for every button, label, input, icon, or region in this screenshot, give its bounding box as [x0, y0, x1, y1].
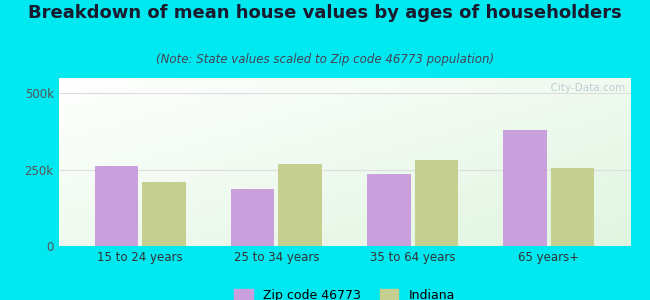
- Bar: [142, 182, 186, 246]
- Bar: [95, 166, 138, 246]
- Text: City-Data.com: City-Data.com: [543, 83, 625, 93]
- Bar: [551, 168, 594, 246]
- Bar: [503, 130, 547, 246]
- Legend: Zip code 46773, Indiana: Zip code 46773, Indiana: [234, 289, 455, 300]
- Bar: [415, 160, 458, 246]
- Text: Breakdown of mean house values by ages of householders: Breakdown of mean house values by ages o…: [28, 4, 622, 22]
- Bar: [231, 190, 274, 246]
- Bar: [367, 174, 411, 246]
- Bar: [278, 164, 322, 246]
- Text: (Note: State values scaled to Zip code 46773 population): (Note: State values scaled to Zip code 4…: [156, 52, 494, 65]
